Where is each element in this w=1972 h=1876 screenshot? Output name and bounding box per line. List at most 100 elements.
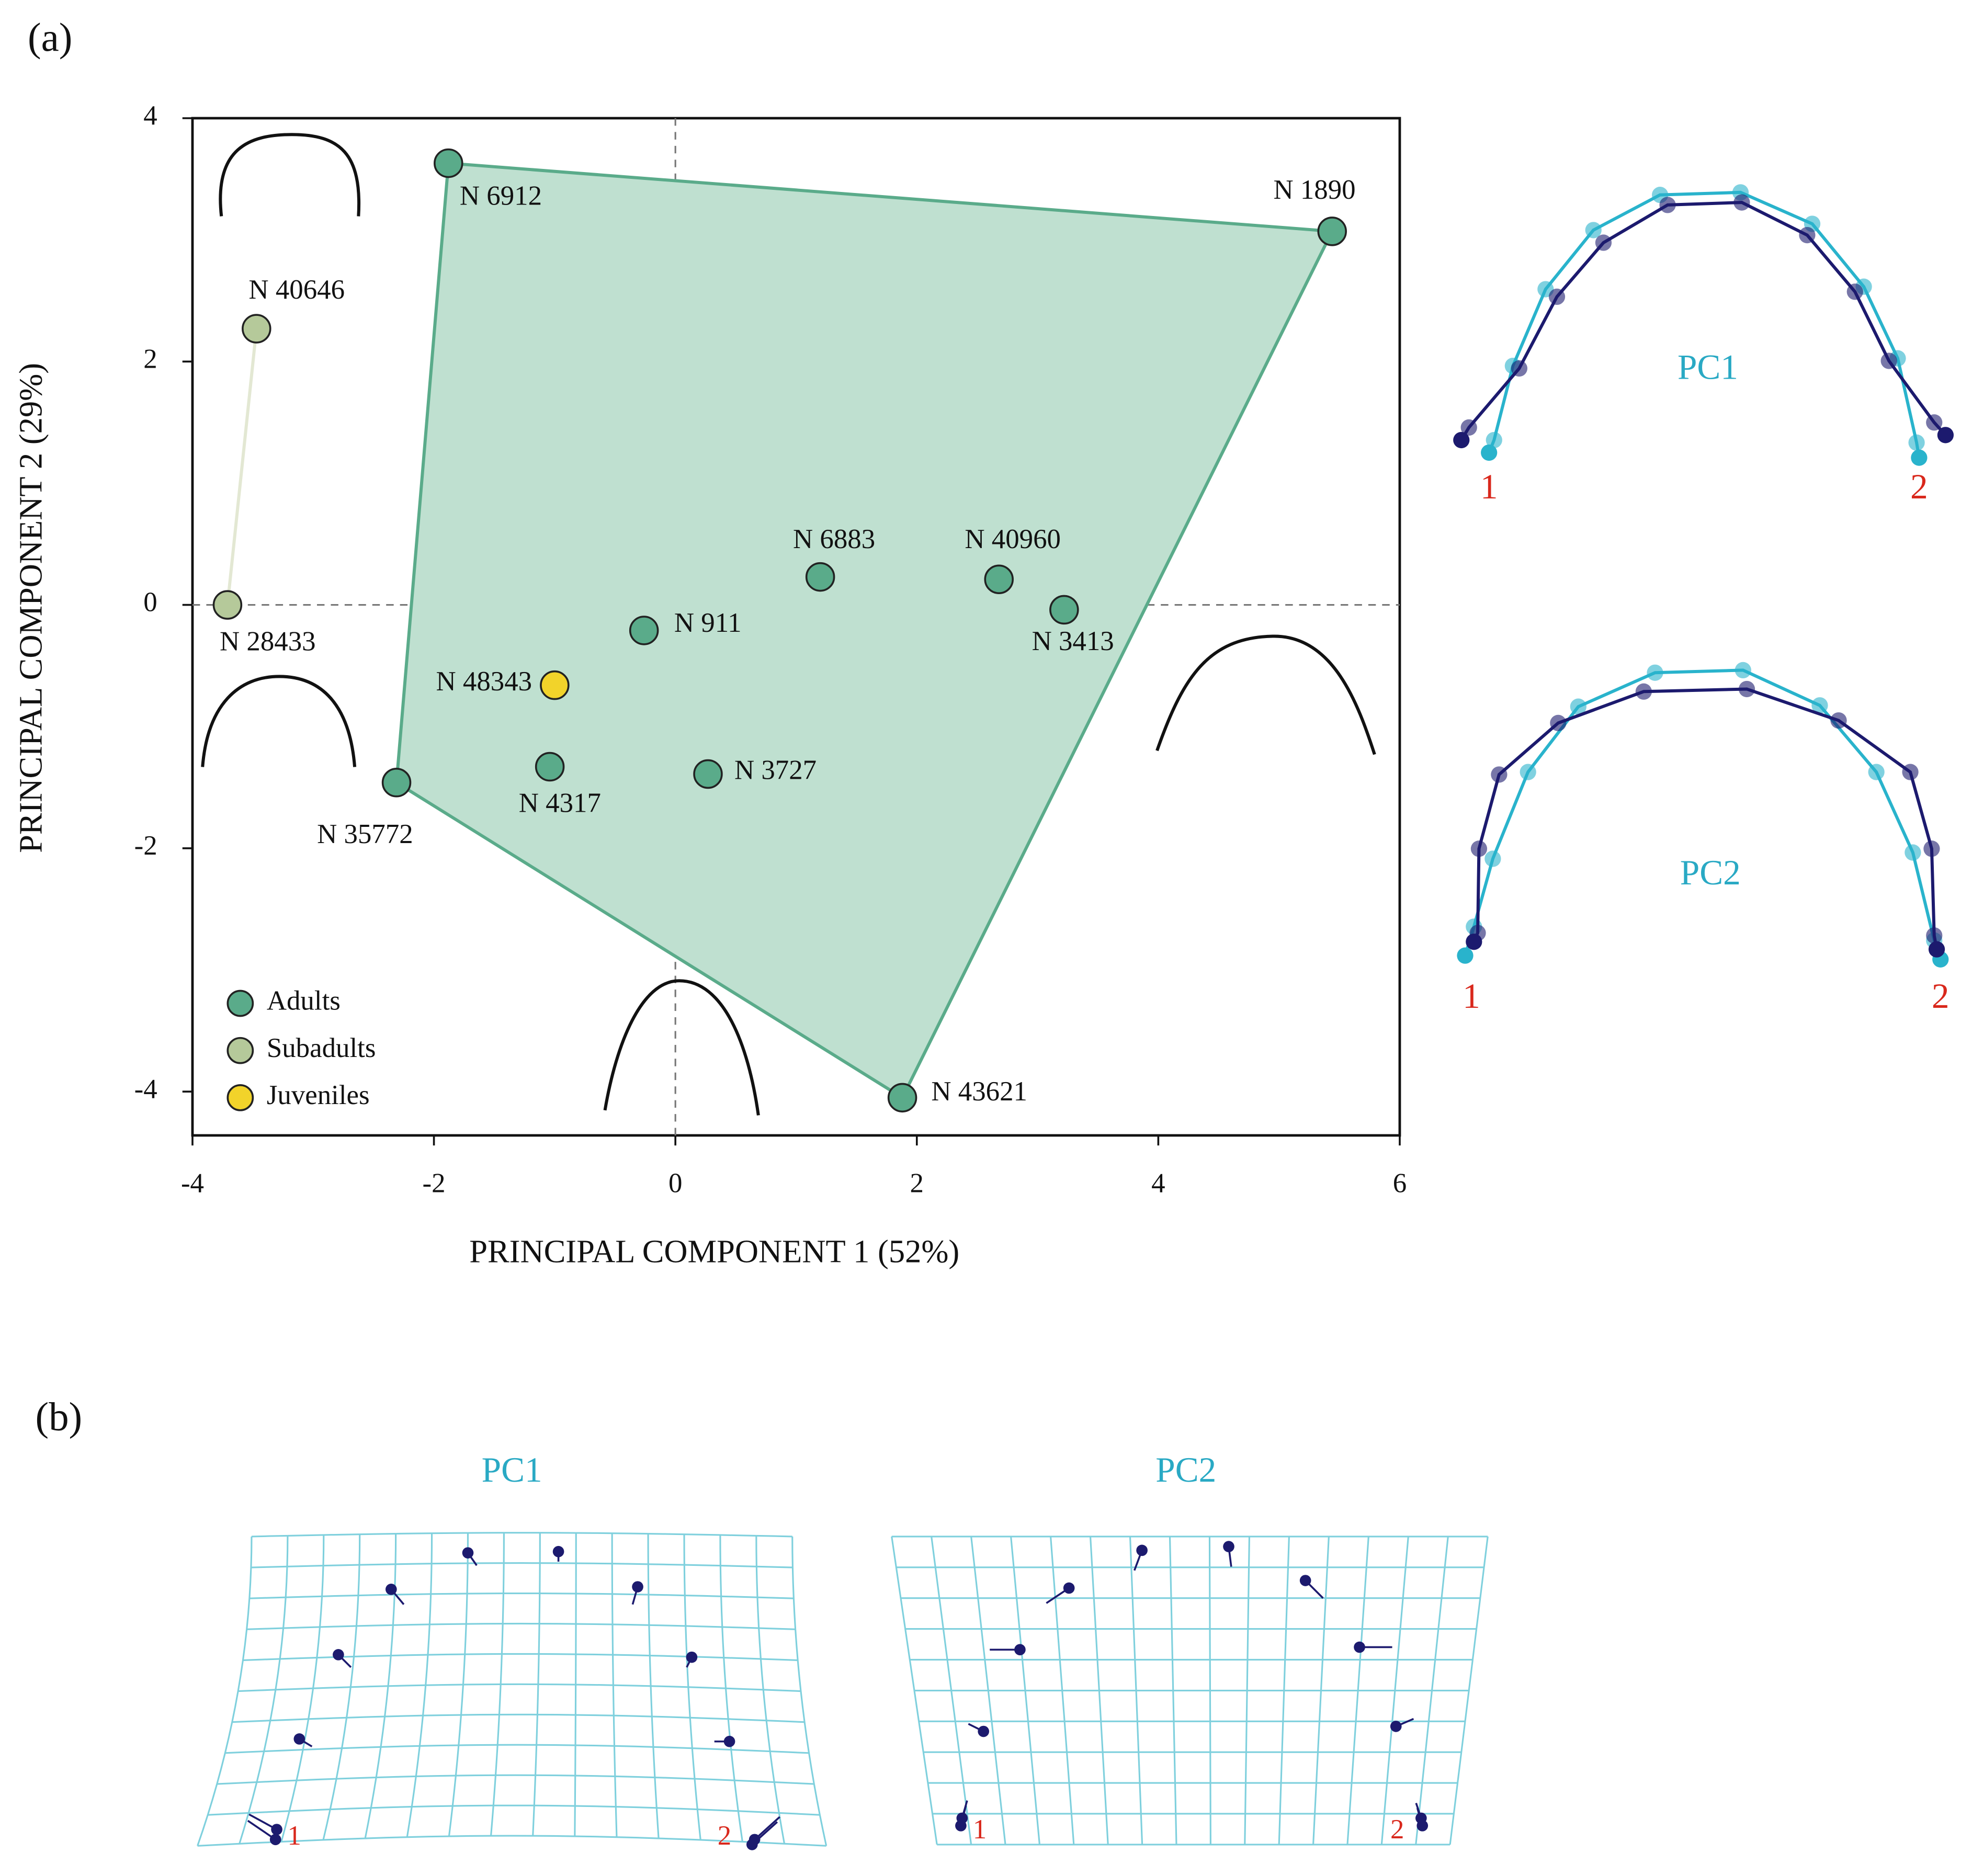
- landmark: [1486, 431, 1502, 449]
- landmark: [956, 1812, 968, 1824]
- point: [535, 752, 565, 782]
- landmark: [1585, 222, 1602, 238]
- landmark: [1415, 1812, 1427, 1824]
- landmark: [1905, 844, 1921, 861]
- point: [805, 562, 835, 592]
- landmark: [1469, 925, 1486, 941]
- x-axis-title: PRINCIPAL COMPONENT 1 (52%): [469, 1233, 959, 1270]
- point-label: N 3413: [1032, 626, 1114, 656]
- legend-marker: [226, 1037, 254, 1064]
- landmark: [462, 1547, 474, 1559]
- landmark: [1063, 1582, 1075, 1594]
- point: [984, 564, 1014, 594]
- landmark: [1937, 427, 1954, 444]
- x-tick-label: 6: [1393, 1168, 1407, 1198]
- point-label: N 43621: [931, 1076, 1027, 1107]
- landmark: [1923, 840, 1940, 857]
- landmark: [333, 1649, 344, 1661]
- landmark: [686, 1651, 698, 1663]
- landmark: [1868, 764, 1885, 780]
- point-label: N 6912: [460, 181, 542, 211]
- grid-title: PC2: [1155, 1450, 1216, 1490]
- landmark: [271, 1824, 282, 1835]
- landmark: [1354, 1641, 1365, 1653]
- plot: PRINCIPAL COMPONENT 1 (52%) PRINCIPAL COM…: [12, 100, 1407, 1270]
- landmark-number: 2: [1910, 467, 1928, 506]
- landmark-number: 1: [1480, 467, 1498, 506]
- point: [212, 590, 243, 620]
- landmark: [1299, 1575, 1311, 1586]
- landmark-number: 2: [718, 1821, 731, 1851]
- panel-label: (b): [35, 1394, 82, 1439]
- point-label: N 1890: [1273, 175, 1355, 205]
- landmark: [1548, 288, 1566, 305]
- shape-icon: [1155, 634, 1376, 755]
- point-label: N 3727: [734, 755, 817, 786]
- point-label: N 6883: [793, 524, 875, 554]
- landmark: [1460, 419, 1477, 436]
- landmark: [1647, 664, 1663, 681]
- landmark: [1811, 697, 1828, 714]
- landmark: [1595, 234, 1612, 251]
- shape-icons: [201, 133, 1376, 1116]
- landmark: [1928, 941, 1945, 958]
- landmark: [1491, 766, 1508, 783]
- landmark: [552, 1545, 564, 1557]
- landmark: [1484, 850, 1501, 867]
- x-tick-label: 0: [668, 1168, 682, 1198]
- point: [540, 670, 570, 700]
- x-tick-label: 2: [910, 1168, 924, 1198]
- landmark: [293, 1733, 305, 1745]
- landmark: [746, 1839, 758, 1850]
- landmark: [1511, 360, 1527, 377]
- landmark-outline: [1472, 687, 1939, 950]
- landmark-number: 1: [973, 1814, 987, 1845]
- landmark: [386, 1584, 397, 1595]
- landmark: [1880, 353, 1897, 369]
- point: [629, 616, 659, 645]
- point: [887, 1083, 917, 1113]
- point: [693, 759, 723, 789]
- y-axis-title: PRINCIPAL COMPONENT 2 (29%): [12, 363, 49, 853]
- shape-icon: [603, 979, 760, 1116]
- shape-icon: [201, 675, 357, 767]
- landmark: [1902, 764, 1919, 780]
- grid-line: [249, 1592, 794, 1599]
- grid-title: PC1: [482, 1450, 542, 1490]
- legend-label: Juveniles: [267, 1080, 370, 1110]
- landmark: [1659, 197, 1676, 213]
- x-tick-label: -4: [181, 1168, 204, 1198]
- landmark: [1136, 1544, 1148, 1556]
- landmark: [1014, 1644, 1026, 1656]
- y-tick-label: 0: [143, 587, 157, 618]
- grid-line: [251, 1562, 793, 1568]
- grid-line: [197, 1835, 826, 1847]
- landmark: [1453, 431, 1470, 449]
- landmark: [632, 1581, 643, 1593]
- landmark: [1926, 414, 1943, 431]
- landmark: [1830, 712, 1847, 729]
- point-label: N 4317: [519, 788, 601, 818]
- point: [381, 768, 412, 798]
- shape-icon: [219, 133, 361, 217]
- landmark-number: 1: [287, 1821, 301, 1851]
- landmark: [1735, 662, 1751, 679]
- landmark: [1390, 1721, 1402, 1732]
- landmark-panels: PC1 1 2 PC2 1 2: [1453, 184, 1954, 1016]
- y-tick-label: -2: [134, 831, 157, 861]
- landmark-number: 1: [1463, 976, 1480, 1016]
- grid-line: [238, 1683, 801, 1692]
- deformation-grids: PC1 1 2 PC2 1 2: [197, 1450, 1489, 1851]
- grid-line: [251, 1532, 792, 1538]
- landmark: [1908, 434, 1925, 451]
- shape-title: PC2: [1680, 853, 1741, 892]
- point-label: N 40646: [248, 275, 345, 305]
- point: [242, 314, 271, 344]
- x-tick-label: -2: [423, 1168, 446, 1198]
- grid-line: [217, 1774, 814, 1785]
- landmark: [1635, 683, 1652, 700]
- landmark: [1911, 449, 1928, 466]
- point: [1049, 595, 1079, 625]
